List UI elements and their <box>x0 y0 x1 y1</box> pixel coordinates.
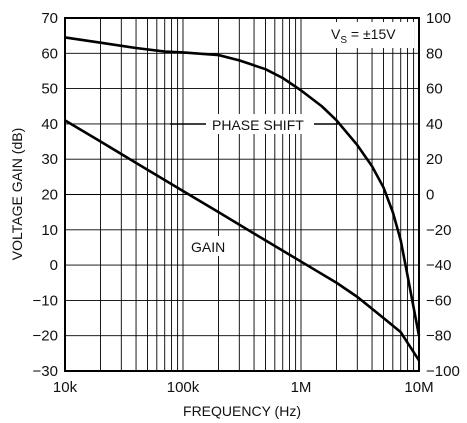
y-tick-label: 10 <box>41 222 58 239</box>
y2-tick-label: −20 <box>426 222 451 239</box>
supply-voltage-label: VS = ±15V <box>331 26 396 46</box>
y-axis-label: VOLTAGE GAIN (dB) <box>9 128 25 261</box>
y2-tick-label: 80 <box>426 45 443 62</box>
supply-voltage-symbol: V <box>331 26 341 42</box>
x-tick-labels: 10k 100k 1M 10M <box>53 379 434 396</box>
plot-frame <box>64 17 420 372</box>
y-tick-label: −10 <box>33 292 58 309</box>
supply-label-background <box>326 22 414 48</box>
x-axis-label: FREQUENCY (Hz) <box>183 403 301 419</box>
y-tick-label: −30 <box>33 363 58 380</box>
y-tick-label: 0 <box>50 257 58 274</box>
y2-tick-label: 100 <box>426 10 451 27</box>
y-tick-label: 40 <box>41 116 58 133</box>
gain-label-background <box>188 236 230 256</box>
x-tick-label: 10M <box>404 379 433 396</box>
phase-label-background <box>205 114 315 134</box>
y-tick-label: −20 <box>33 328 58 345</box>
x-tick-label: 10k <box>53 379 78 396</box>
grid <box>65 18 419 371</box>
y2-tick-label: 60 <box>426 81 443 98</box>
y2-tick-label: 20 <box>426 151 443 168</box>
y-tick-label: 70 <box>41 10 58 27</box>
y2-tick-label: −60 <box>426 292 451 309</box>
x-tick-label: 1M <box>291 379 312 396</box>
series-lines <box>64 36 421 362</box>
y-tick-labels: 70 60 50 40 30 20 10 0 −10 −20 −30 <box>33 10 58 380</box>
supply-voltage-subscript: S <box>340 35 347 46</box>
y2-tick-label: −80 <box>426 328 451 345</box>
y2-tick-label: −40 <box>426 257 451 274</box>
series-line-gain <box>64 119 421 362</box>
y2-tick-label: −100 <box>426 363 460 380</box>
y-tick-label: 20 <box>41 187 58 204</box>
y2-tick-label: 0 <box>426 187 434 204</box>
supply-voltage-value: = ±15V <box>347 26 396 42</box>
y-tick-label: 60 <box>41 45 58 62</box>
y2-tick-label: 40 <box>426 116 443 133</box>
phase-shift-label: PHASE SHIFT <box>212 117 304 133</box>
series-line-phase-shift <box>64 36 421 336</box>
y-tick-label: 30 <box>41 151 58 168</box>
y2-tick-labels: 100 80 60 40 20 0 −20 −40 −60 −80 −100 <box>426 10 460 380</box>
x-tick-label: 100k <box>167 379 200 396</box>
gain-label: GAIN <box>191 239 225 255</box>
y-tick-label: 50 <box>41 81 58 98</box>
